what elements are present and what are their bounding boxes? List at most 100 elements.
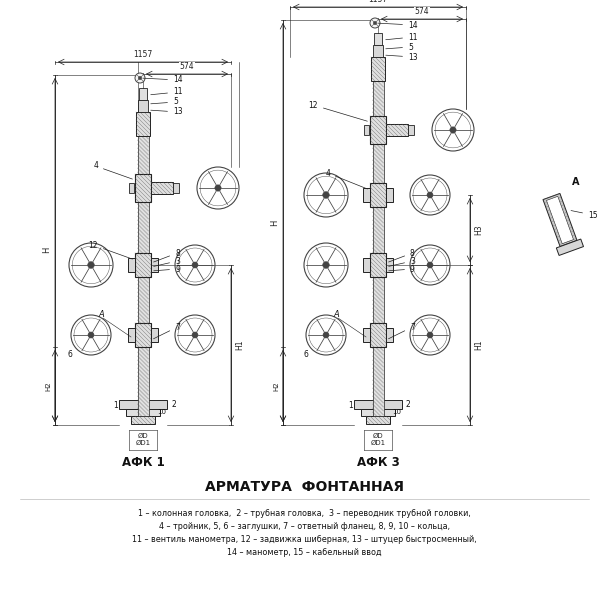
Bar bbox=[151, 182, 173, 194]
Bar bbox=[370, 253, 386, 277]
Circle shape bbox=[450, 127, 456, 133]
Text: АФК 3: АФК 3 bbox=[357, 456, 400, 469]
Text: 4: 4 bbox=[93, 162, 132, 179]
Bar bbox=[131, 416, 155, 424]
Text: 5: 5 bbox=[385, 43, 413, 52]
Text: 14: 14 bbox=[378, 20, 418, 29]
Bar bbox=[363, 328, 370, 342]
Circle shape bbox=[370, 18, 380, 28]
Text: 8: 8 bbox=[389, 248, 415, 262]
Bar bbox=[408, 125, 414, 135]
Bar bbox=[371, 57, 385, 81]
Bar bbox=[386, 258, 393, 272]
Text: H2: H2 bbox=[273, 381, 279, 391]
Text: H2: H2 bbox=[45, 381, 51, 391]
Text: 10: 10 bbox=[157, 409, 166, 415]
Text: АРМАТУРА  ФОНТАННАЯ: АРМАТУРА ФОНТАННАЯ bbox=[205, 480, 404, 494]
Bar bbox=[386, 124, 408, 136]
Bar bbox=[373, 45, 383, 57]
Text: 12: 12 bbox=[88, 240, 132, 259]
Bar bbox=[135, 174, 151, 202]
Text: 12: 12 bbox=[309, 100, 367, 121]
Circle shape bbox=[373, 21, 377, 25]
Text: 11: 11 bbox=[385, 32, 418, 41]
Text: 6: 6 bbox=[68, 350, 73, 359]
Bar bbox=[370, 323, 386, 347]
Text: 9: 9 bbox=[153, 264, 180, 273]
Text: 4: 4 bbox=[325, 168, 367, 189]
Text: 1: 1 bbox=[348, 401, 353, 410]
Text: А: А bbox=[572, 177, 580, 187]
Bar bbox=[119, 400, 167, 409]
Text: 10: 10 bbox=[392, 409, 401, 415]
Bar bbox=[136, 112, 150, 136]
Bar bbox=[138, 125, 149, 416]
Text: 1157: 1157 bbox=[133, 50, 153, 59]
Circle shape bbox=[427, 262, 433, 268]
Circle shape bbox=[192, 262, 198, 268]
Text: ØD1: ØD1 bbox=[370, 440, 385, 446]
Bar bbox=[366, 416, 390, 424]
Bar bbox=[370, 183, 386, 207]
Text: 14 – манометр, 15 – кабельный ввод: 14 – манометр, 15 – кабельный ввод bbox=[227, 548, 382, 557]
Bar bbox=[139, 88, 147, 100]
Text: ØD: ØD bbox=[138, 433, 149, 439]
Bar bbox=[361, 409, 395, 416]
Text: 6: 6 bbox=[303, 350, 308, 359]
Circle shape bbox=[323, 261, 329, 268]
Bar bbox=[354, 400, 402, 409]
Circle shape bbox=[215, 185, 221, 191]
Text: H: H bbox=[270, 219, 279, 226]
Text: ØD: ØD bbox=[373, 433, 383, 439]
Bar bbox=[366, 416, 390, 423]
Text: 13: 13 bbox=[385, 52, 418, 61]
Text: 1 – колонная головка,  2 – трубная головка,  3 – переводник трубной головки,: 1 – колонная головка, 2 – трубная головк… bbox=[138, 509, 471, 518]
Text: 11 – вентиль манометра, 12 – задвижка шиберная, 13 – штуцер быстросменный,: 11 – вентиль манометра, 12 – задвижка ши… bbox=[132, 535, 477, 544]
Bar bbox=[363, 258, 370, 272]
Bar bbox=[128, 328, 135, 342]
Text: 13: 13 bbox=[151, 108, 183, 117]
Circle shape bbox=[88, 261, 94, 268]
Bar bbox=[135, 323, 151, 347]
Text: 1157: 1157 bbox=[368, 0, 387, 4]
Text: АФК 1: АФК 1 bbox=[122, 456, 164, 469]
Text: ØD1: ØD1 bbox=[135, 440, 150, 446]
Bar bbox=[364, 125, 368, 135]
Text: 574: 574 bbox=[180, 62, 194, 71]
Text: 3: 3 bbox=[153, 257, 180, 266]
Text: 1: 1 bbox=[113, 401, 118, 410]
Circle shape bbox=[88, 332, 94, 338]
Bar bbox=[151, 328, 158, 342]
Text: H: H bbox=[42, 247, 51, 253]
Bar bbox=[135, 253, 151, 277]
Bar bbox=[128, 183, 133, 193]
Text: 8: 8 bbox=[153, 248, 180, 262]
Circle shape bbox=[138, 76, 142, 80]
Circle shape bbox=[427, 192, 433, 198]
Bar bbox=[373, 70, 384, 416]
Text: 14: 14 bbox=[143, 76, 183, 85]
Text: 5: 5 bbox=[151, 97, 178, 106]
Circle shape bbox=[192, 332, 198, 338]
Bar bbox=[543, 194, 577, 246]
Text: А: А bbox=[98, 310, 104, 319]
Text: 7: 7 bbox=[389, 323, 415, 339]
Text: 3: 3 bbox=[389, 257, 415, 266]
Text: 7: 7 bbox=[153, 323, 180, 339]
Bar bbox=[374, 33, 382, 45]
Text: 15: 15 bbox=[571, 210, 597, 219]
Text: А: А bbox=[333, 310, 339, 319]
Text: 11: 11 bbox=[151, 88, 183, 97]
Text: 9: 9 bbox=[389, 264, 415, 273]
Bar bbox=[386, 188, 393, 202]
Bar bbox=[138, 100, 148, 112]
Circle shape bbox=[135, 73, 145, 83]
Bar bbox=[173, 183, 179, 193]
Circle shape bbox=[323, 192, 329, 198]
Text: 4 – тройник, 5, 6 – заглушки, 7 – ответный фланец, 8, 9, 10 – кольца,: 4 – тройник, 5, 6 – заглушки, 7 – ответн… bbox=[159, 522, 450, 531]
Circle shape bbox=[427, 332, 433, 338]
Bar bbox=[126, 409, 160, 416]
Bar bbox=[363, 188, 370, 202]
Text: 2: 2 bbox=[406, 400, 410, 409]
Text: 2: 2 bbox=[171, 400, 176, 409]
